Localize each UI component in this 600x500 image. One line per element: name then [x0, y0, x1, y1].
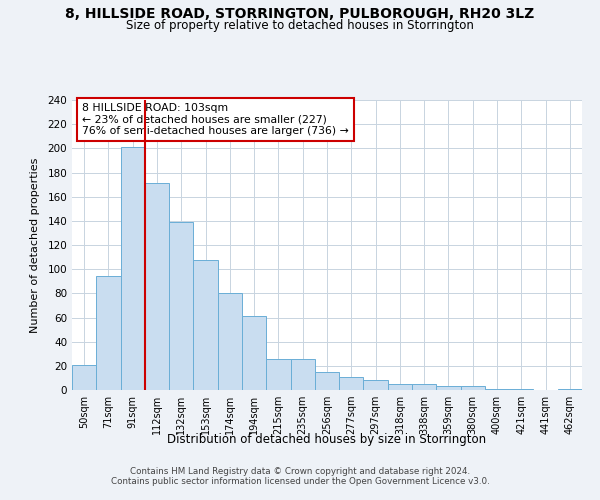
- Bar: [266, 358, 290, 390]
- Y-axis label: Number of detached properties: Number of detached properties: [31, 158, 40, 332]
- Bar: [72, 364, 96, 390]
- Bar: [461, 386, 485, 390]
- Bar: [388, 384, 412, 390]
- Bar: [290, 358, 315, 390]
- Bar: [509, 389, 533, 390]
- Text: Contains public sector information licensed under the Open Government Licence v3: Contains public sector information licen…: [110, 477, 490, 486]
- Text: 8 HILLSIDE ROAD: 103sqm
← 23% of detached houses are smaller (227)
76% of semi-d: 8 HILLSIDE ROAD: 103sqm ← 23% of detache…: [82, 103, 349, 136]
- Text: 8, HILLSIDE ROAD, STORRINGTON, PULBOROUGH, RH20 3LZ: 8, HILLSIDE ROAD, STORRINGTON, PULBOROUG…: [65, 8, 535, 22]
- Bar: [412, 384, 436, 390]
- Bar: [121, 147, 145, 390]
- Bar: [485, 389, 509, 390]
- Text: Distribution of detached houses by size in Storrington: Distribution of detached houses by size …: [167, 432, 487, 446]
- Bar: [339, 376, 364, 390]
- Bar: [315, 372, 339, 390]
- Bar: [96, 276, 121, 390]
- Text: Contains HM Land Registry data © Crown copyright and database right 2024.: Contains HM Land Registry data © Crown c…: [130, 467, 470, 476]
- Text: Size of property relative to detached houses in Storrington: Size of property relative to detached ho…: [126, 19, 474, 32]
- Bar: [364, 380, 388, 390]
- Bar: [436, 386, 461, 390]
- Bar: [193, 260, 218, 390]
- Bar: [218, 294, 242, 390]
- Bar: [242, 316, 266, 390]
- Bar: [145, 184, 169, 390]
- Bar: [169, 222, 193, 390]
- Bar: [558, 389, 582, 390]
